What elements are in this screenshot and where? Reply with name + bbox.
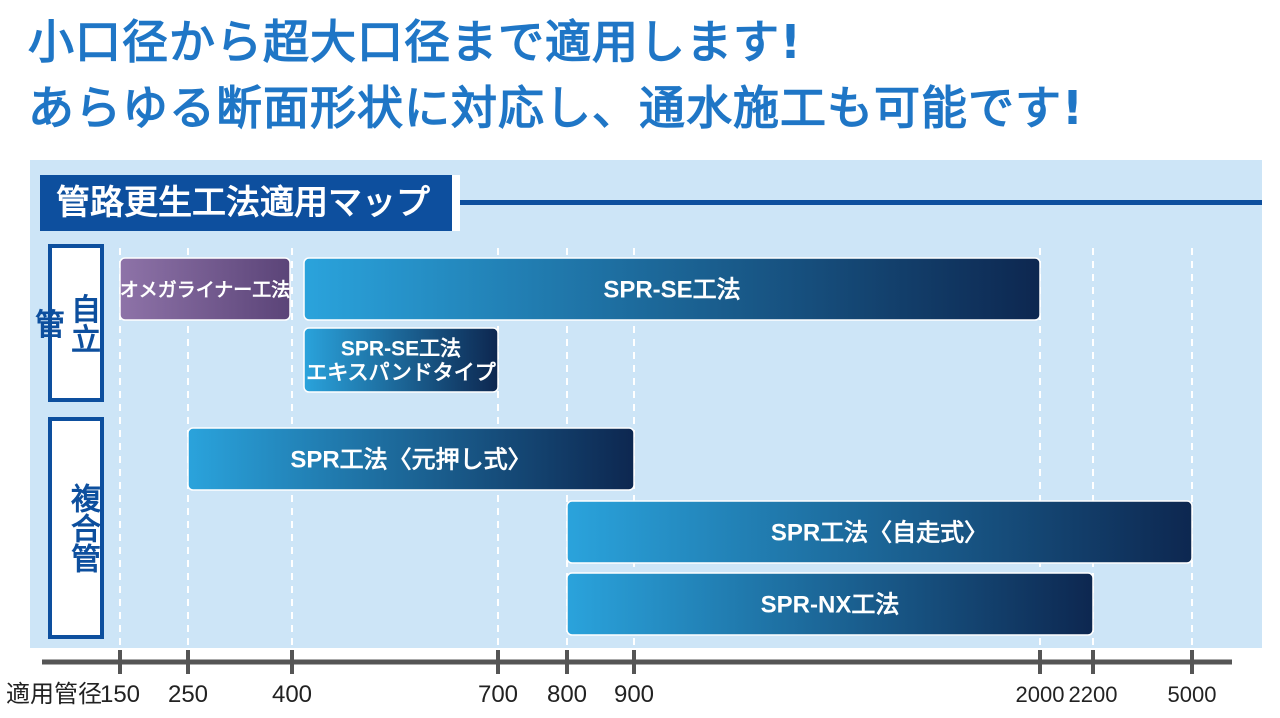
x-tick-label-150: 150 [100,681,140,708]
x-tick-label-250: 250 [168,681,208,708]
bar-0: オメガライナー工法 [119,257,291,321]
x-tick-label-2200: 2200 [1069,682,1118,707]
x-tick-label-800: 800 [547,681,587,708]
headline-line-1: 小口径から超大口径まで適用します! [28,15,802,69]
bar-2-label-0: SPR-SE工法 [341,337,461,361]
x-tick-label-2000: 2000 [1016,682,1065,707]
bar-4: SPR工法〈自走式〉 [566,500,1193,564]
category-self-standing: 自立管 [29,244,104,402]
bar-1-label-0: SPR-SE工法 [603,277,740,304]
bar-5: SPR-NX工法 [566,572,1094,636]
bar-5-label-0: SPR-NX工法 [761,592,900,619]
bar-3-label-0: SPR工法〈元押し式〉 [290,447,531,474]
x-axis-label: 適用管径 [6,681,102,708]
bar-0-rect [119,257,291,321]
x-tick-label-400: 400 [272,681,312,708]
category-composite-label: 複合管 [65,483,100,573]
category-composite: 複合管 [48,417,104,639]
headline-line-2: あらゆる断面形状に対応し、通水施工も可能です! [28,81,1084,135]
x-tick-label-5000: 5000 [1168,682,1217,707]
bar-1-rect [303,257,1041,321]
bar-4-rect [566,500,1193,564]
map-title-rule [40,200,1262,205]
bar-3: SPR工法〈元押し式〉 [187,427,635,491]
map-title: 管路更生工法適用マップ [40,175,460,231]
bar-2-label-1: エキスパンドタイプ [306,362,496,385]
bar-4-label-0: SPR工法〈自走式〉 [771,519,988,547]
category-self-standing-label: 自立管 [29,293,100,353]
x-tick-label-700: 700 [478,681,518,708]
bar-1: SPR-SE工法 [303,257,1041,321]
bar-0-label-0: オメガライナー工法 [120,278,291,301]
bar-5-rect [566,572,1094,636]
bar-3-rect [187,427,635,491]
map-panel [30,160,1262,648]
bar-2-rect [303,327,499,393]
x-tick-label-900: 900 [614,681,654,708]
